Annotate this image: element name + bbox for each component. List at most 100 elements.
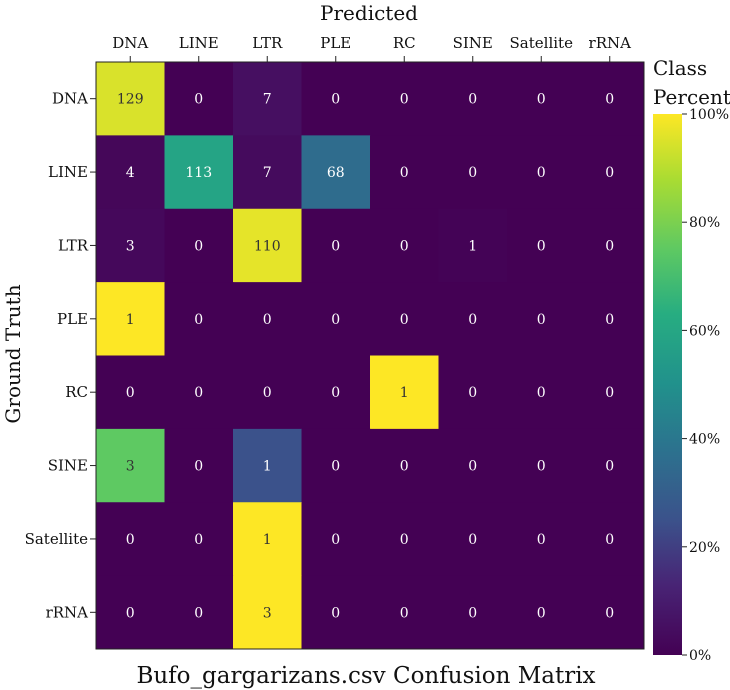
heatmap-cell <box>233 62 302 136</box>
heatmap-cells: 129 0 7 0 0 0 0 04 113 7 68 0 0 0 03 0 110 0 0 1 0 01 0 0 0 0 0 0 00… <box>96 62 645 650</box>
cell-value-label: 0 <box>537 459 546 475</box>
heatmap-cell <box>370 355 439 430</box>
cell-value-label: 0 <box>605 92 614 108</box>
x-tick-label: RC <box>393 34 416 52</box>
y-axis-title: Ground Truth <box>1 284 25 423</box>
cell-value-label: 0 <box>400 532 409 548</box>
cell-value-label: 0 <box>400 92 409 108</box>
heatmap-cell <box>438 502 508 577</box>
colorbar-tick-label: 40% <box>689 432 720 448</box>
y-tick-label: RC <box>65 383 88 401</box>
heatmap-cell <box>575 355 645 430</box>
heatmap-cell <box>575 135 645 210</box>
heatmap-cell <box>438 135 508 210</box>
cell-value-label: 1 <box>468 238 477 254</box>
heatmap-cell <box>370 208 439 283</box>
y-tick-label: DNA <box>52 90 88 108</box>
heatmap-cell <box>233 575 302 650</box>
cell-value-label: 3 <box>126 238 135 254</box>
cell-value-label: 0 <box>194 92 203 108</box>
cell-value-label: 0 <box>400 459 409 475</box>
cell-value-label: 0 <box>331 459 340 475</box>
cell-value-label: 0 <box>194 532 203 548</box>
cell-value-label: 1 <box>126 312 135 328</box>
colorbar-tick-label: 100% <box>689 107 729 123</box>
chart-title: Bufo_gargarizans.csv Confusion Matrix <box>136 663 595 689</box>
colorbar-tick-label: 60% <box>689 323 720 339</box>
x-tick-label: Satellite <box>510 34 574 52</box>
heatmap-cell <box>301 428 371 503</box>
heatmap-cell <box>233 428 302 503</box>
cell-value-label: 0 <box>468 165 477 181</box>
cell-value-label: 0 <box>331 312 340 328</box>
cell-value-label: 0 <box>263 312 272 328</box>
cell-value-label: 113 <box>185 165 212 181</box>
cell-value-label: 4 <box>126 165 135 181</box>
y-tick-label: Satellite <box>25 530 89 548</box>
heatmap-cell <box>507 282 576 356</box>
x-tick-label: SINE <box>453 34 493 52</box>
heatmap-cell <box>164 428 234 503</box>
heatmap-cell <box>438 575 508 650</box>
cell-value-label: 1 <box>263 459 272 475</box>
colorbar-title: Percent <box>653 85 730 109</box>
heatmap-cell <box>164 575 234 650</box>
heatmap-cell <box>507 575 576 650</box>
cell-value-label: 0 <box>537 238 546 254</box>
cell-value-label: 68 <box>327 165 345 181</box>
heatmap-cell <box>438 428 508 503</box>
colorbar-title: Class <box>653 56 707 80</box>
heatmap-cell <box>301 282 371 356</box>
cell-value-label: 0 <box>263 385 272 401</box>
cell-value-label: 0 <box>194 459 203 475</box>
y-tick-labels: DNA LINE LTR PLE RC SINE Satellite rRNA <box>25 90 96 621</box>
heatmap-cell <box>233 135 302 210</box>
cell-value-label: 0 <box>126 605 135 621</box>
y-tick-label: LINE <box>48 163 88 181</box>
cell-value-label: 0 <box>331 92 340 108</box>
colorbar: Class Percent 0% 20% 40% 60% 80% 100% <box>653 56 730 664</box>
x-tick-label: LTR <box>252 34 283 52</box>
heatmap-cell <box>507 355 576 430</box>
cell-value-label: 0 <box>605 312 614 328</box>
y-tick-label: LTR <box>58 236 89 254</box>
cell-value-label: 0 <box>194 605 203 621</box>
heatmap-cell <box>507 502 576 577</box>
cell-value-label: 110 <box>254 238 281 254</box>
heatmap-cell <box>301 135 371 210</box>
cell-value-label: 0 <box>126 385 135 401</box>
cell-value-label: 7 <box>263 92 272 108</box>
heatmap-cell <box>507 208 576 283</box>
heatmap-cell <box>575 208 645 283</box>
y-tick-label: SINE <box>48 457 88 475</box>
heatmap-cell <box>164 62 234 136</box>
heatmap-cell <box>370 282 439 356</box>
y-tick-label: PLE <box>57 310 88 328</box>
cell-value-label: 129 <box>117 92 144 108</box>
cell-value-label: 0 <box>400 605 409 621</box>
heatmap-cell <box>507 135 576 210</box>
x-axis-title: Predicted <box>320 1 418 25</box>
heatmap-cell <box>164 502 234 577</box>
x-tick-label: LINE <box>179 34 219 52</box>
heatmap-cell <box>164 208 234 283</box>
cell-value-label: 0 <box>331 385 340 401</box>
cell-value-label: 0 <box>400 312 409 328</box>
cell-value-label: 0 <box>331 238 340 254</box>
cell-value-label: 0 <box>468 312 477 328</box>
heatmap-cell <box>370 62 439 136</box>
heatmap-cell <box>438 282 508 356</box>
heatmap-cell <box>438 208 508 283</box>
y-tick-label: rRNA <box>46 603 89 621</box>
heatmap-cell <box>96 575 165 650</box>
heatmap-cell <box>96 62 165 136</box>
heatmap-cell <box>438 62 508 136</box>
heatmap-cell <box>575 282 645 356</box>
colorbar-tick-label: 80% <box>689 215 720 231</box>
cell-value-label: 0 <box>468 605 477 621</box>
colorbar-tick-label: 20% <box>689 540 720 556</box>
cell-value-label: 0 <box>605 459 614 475</box>
x-tick-label: DNA <box>112 34 148 52</box>
heatmap-cell <box>301 575 371 650</box>
